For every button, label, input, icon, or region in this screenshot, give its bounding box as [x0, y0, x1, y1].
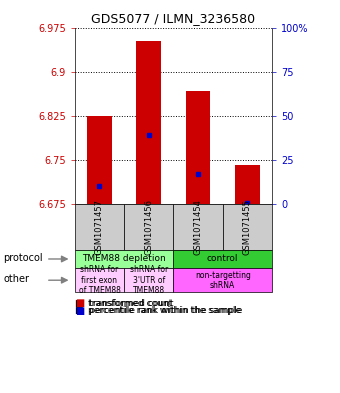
Bar	[186, 90, 210, 204]
Text: ■: ■	[75, 306, 84, 316]
Text: ■  percentile rank within the sample: ■ percentile rank within the sample	[75, 307, 242, 315]
Text: control: control	[207, 255, 238, 263]
Text: GSM1071456: GSM1071456	[144, 199, 153, 255]
Text: TMEM88 depletion: TMEM88 depletion	[82, 255, 166, 263]
Title: GDS5077 / ILMN_3236580: GDS5077 / ILMN_3236580	[91, 12, 255, 25]
Text: shRNA for
first exon
of TMEM88: shRNA for first exon of TMEM88	[79, 265, 120, 295]
Text: percentile rank within the sample: percentile rank within the sample	[88, 307, 241, 315]
Text: ■  transformed count: ■ transformed count	[75, 299, 173, 307]
Text: shRNA for
3'UTR of
TMEM88: shRNA for 3'UTR of TMEM88	[130, 265, 168, 295]
Text: protocol: protocol	[3, 253, 43, 263]
Text: ■: ■	[75, 298, 84, 308]
Bar	[87, 116, 112, 204]
Text: non-targetting
shRNA: non-targetting shRNA	[195, 270, 251, 290]
Text: GSM1071457: GSM1071457	[95, 199, 104, 255]
Bar	[136, 41, 161, 204]
Text: GSM1071455: GSM1071455	[243, 199, 252, 255]
Bar	[235, 165, 260, 204]
Text: GSM1071454: GSM1071454	[193, 199, 203, 255]
Text: transformed count: transformed count	[88, 299, 173, 307]
Text: other: other	[3, 274, 29, 285]
